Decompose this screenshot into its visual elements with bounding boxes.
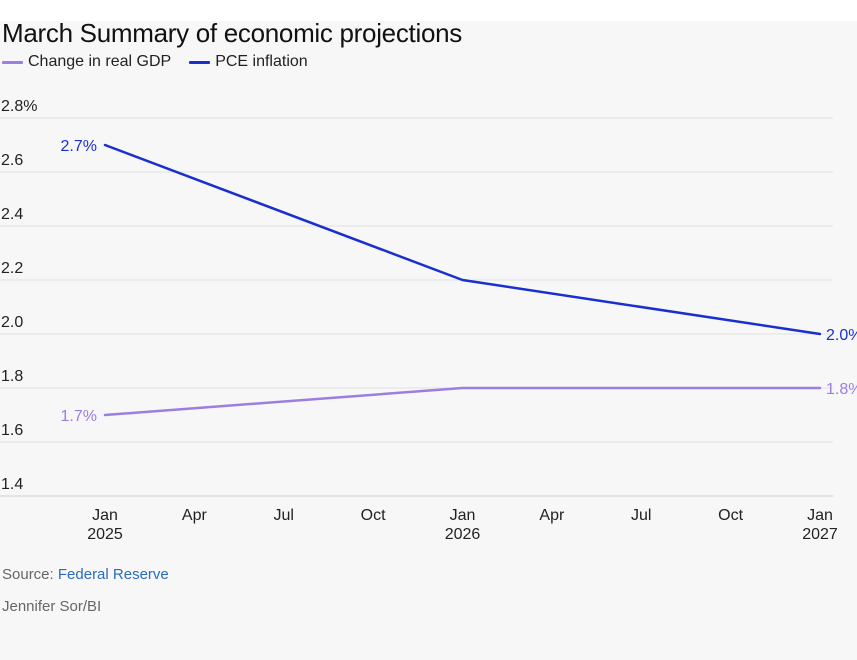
y-axis: 2.8% 2.6 2.4 2.2 2.0 1.8 1.6 1.4 (1, 98, 37, 493)
x-tick-label: Oct (718, 507, 743, 524)
x-tick-label: Oct (361, 507, 386, 524)
chart-legend: Change in real GDP PCE inflation (2, 52, 326, 72)
chart-data-labels: 1.7% 1.8% 2.7% 2.0% (61, 138, 857, 425)
source-note: Source: Federal Reserve (2, 566, 169, 583)
data-label: 2.0% (826, 327, 857, 344)
x-tick-year-label: 2026 (445, 526, 481, 543)
x-tick-label: Apr (182, 507, 208, 524)
x-tick-label: Jul (631, 507, 651, 524)
x-tick-label: Apr (539, 507, 565, 524)
chart-series (103, 143, 822, 417)
x-tick-label: Jan (92, 507, 118, 524)
data-label: 1.8% (826, 381, 857, 398)
y-tick-label: 2.2 (1, 260, 23, 277)
chart-panel (0, 21, 857, 660)
x-tick-label: Jan (450, 507, 476, 524)
x-tick-year-label: 2027 (802, 526, 838, 543)
chart-title: March Summary of economic projections (2, 18, 462, 48)
source-prefix: Source: (2, 566, 58, 583)
y-tick-label: 1.8 (1, 368, 23, 385)
x-tick-label: Jul (274, 507, 294, 524)
y-tick-label: 2.0 (1, 314, 23, 331)
credit-note: Jennifer Sor/BI (2, 598, 102, 615)
chart-gridlines (0, 117, 833, 497)
x-tick-year-label: 2025 (87, 526, 123, 543)
y-tick-label: 1.6 (1, 422, 23, 439)
legend-item-pce: PCE inflation (189, 53, 308, 71)
x-axis: Jan 2025 Apr Jul Oct Jan 2026 Apr Jul Oct Jan 2027 (87, 507, 838, 543)
data-label: 2.7% (61, 138, 97, 155)
legend-label-pce: PCE inflation (215, 53, 308, 70)
legend-item-gdp: Change in real GDP (2, 53, 171, 71)
y-tick-label: 1.4 (1, 476, 23, 493)
series-line-pce (103, 143, 822, 336)
legend-swatch-gdp (2, 60, 23, 64)
y-tick-label: 2.6 (1, 152, 23, 169)
y-tick-label: 2.8% (1, 98, 37, 115)
legend-label-gdp: Change in real GDP (28, 53, 172, 70)
source-link[interactable]: Federal Reserve (57, 566, 169, 583)
x-tick-label: Jan (807, 507, 833, 524)
y-tick-label: 2.4 (1, 206, 23, 223)
legend-swatch-pce (189, 60, 211, 64)
data-label: 1.7% (61, 408, 97, 425)
series-line-gdp (103, 386, 822, 417)
